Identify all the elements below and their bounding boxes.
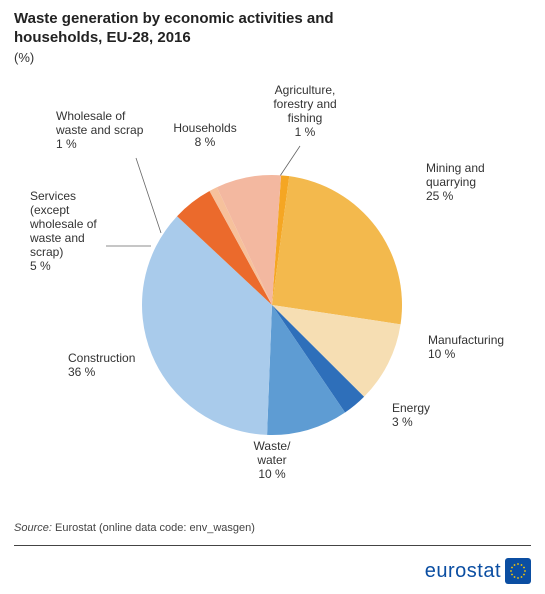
chart-title: Waste generation by economic activities … (14, 10, 334, 48)
pie-slice (272, 176, 402, 324)
leader-line (280, 146, 300, 176)
eu-stars-icon (508, 561, 528, 581)
slice-label: Wholesale ofwaste and scrap1 % (55, 109, 144, 151)
slice-label: Households8 % (173, 121, 236, 149)
slice-label: Mining andquarrying25 % (426, 161, 485, 203)
title-line-2: households, EU-28, 2016 (14, 29, 191, 46)
source-line: Source: Eurostat (online data code: env_… (14, 522, 255, 534)
chart-unit: (%) (14, 50, 34, 65)
slice-label: Manufacturing10 % (428, 333, 504, 361)
title-line-1: Waste generation by economic activities … (14, 10, 334, 27)
slice-label: Energy3 % (392, 401, 430, 429)
source-text: Eurostat (online data code: env_wasgen) (55, 522, 255, 534)
slice-label: Construction36 % (68, 351, 135, 379)
slice-label: Services(exceptwholesale ofwaste andscra… (29, 189, 97, 273)
logo-text: eurostat (425, 560, 501, 583)
slice-label: Waste/water10 % (254, 439, 292, 481)
leader-line (136, 158, 161, 233)
source-prefix: Source: (14, 522, 52, 534)
pie-chart: Agriculture,forestry andfishing1 % Mining… (0, 70, 545, 490)
logo-square (505, 558, 531, 584)
slice-label: Agriculture,forestry andfishing1 % (273, 83, 336, 139)
footer-rule (14, 545, 531, 546)
chart-container: Waste generation by economic activities … (0, 0, 545, 594)
eurostat-logo: eurostat (425, 558, 531, 584)
